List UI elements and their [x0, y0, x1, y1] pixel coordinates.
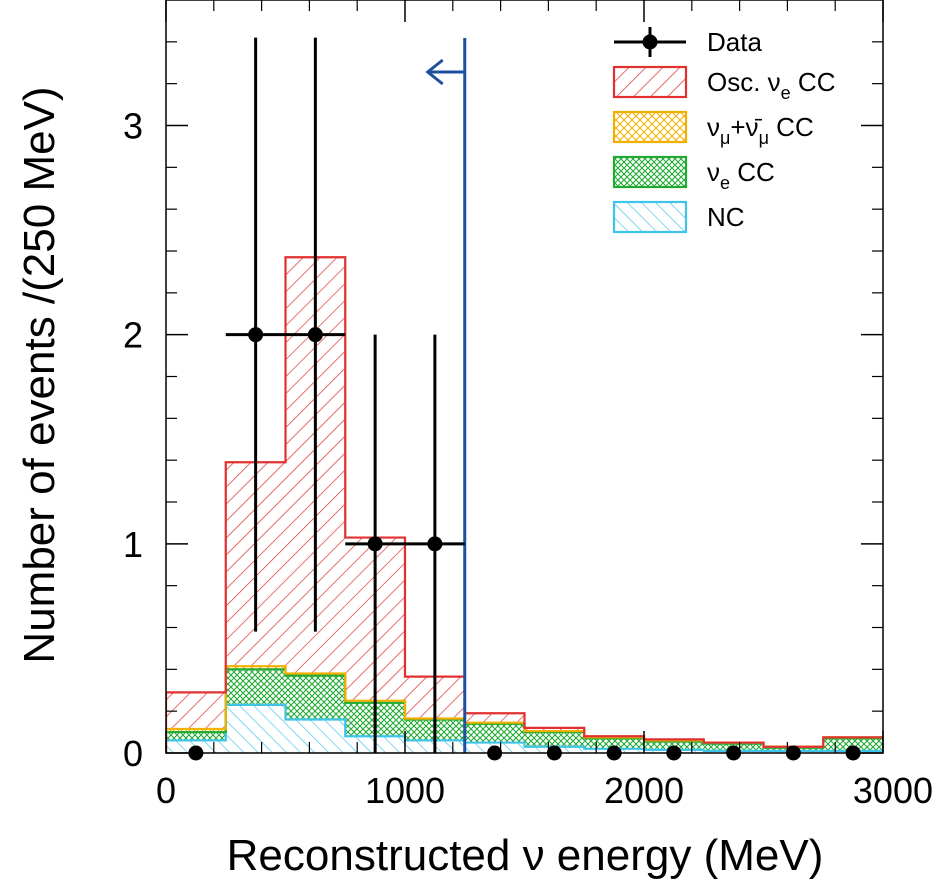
bar-fill-numu-1 [225, 666, 286, 670]
outline-osc [166, 256, 883, 753]
legend-swatch-nc [612, 200, 688, 234]
legend-data-marker [642, 34, 658, 50]
histogram-bars [166, 257, 883, 753]
legend-swatch-nuecc [612, 155, 688, 189]
bar-fill-nuecc-7 [584, 738, 644, 749]
x-tick-label-0: 0 [156, 770, 176, 811]
legend-swatch-osc [612, 65, 688, 99]
bar-fill-nc-2 [285, 719, 346, 753]
bar-fill-nuecc-0 [166, 732, 226, 741]
bar-fill-nuecc-2 [285, 675, 346, 720]
legend-swatch-numu [612, 110, 688, 144]
cut-arrow-head [425, 58, 444, 86]
energy-cut-marker [425, 38, 467, 753]
x-tick-label-2: 2000 [604, 770, 684, 811]
y-axis-title: Number of events /(250 MeV) [15, 86, 64, 663]
data-point-2 [307, 327, 323, 343]
bar-fill-numu-0 [166, 728, 226, 733]
legend-label-nc: NC [707, 202, 745, 232]
x-tick-label-3: 3000 [853, 770, 933, 811]
data-point-4 [427, 536, 443, 552]
x-axis-title: Reconstructed ν energy (MeV) [227, 831, 824, 880]
y-tick-label-2: 2 [123, 315, 143, 356]
bar-fill-nuecc-6 [524, 732, 585, 747]
legend-label-data: Data [707, 27, 762, 57]
axes: 0 1000 2000 3000 0 1 2 3 [123, 0, 933, 811]
legend-label-osc: Osc. νe CC [707, 67, 835, 103]
bar-fill-osc-5 [464, 713, 525, 723]
bar-fill-osc-6 [524, 727, 585, 732]
legend-label-nuecc: νe CC [707, 157, 775, 193]
x-tick-label-1: 1000 [365, 770, 445, 811]
y-tick-label-1: 1 [123, 524, 143, 565]
y-tick-label-3: 3 [123, 106, 143, 147]
data-point-3 [367, 536, 383, 552]
bar-fill-nuecc-5 [464, 723, 525, 743]
bar-fill-nuecc-1 [225, 669, 286, 705]
bar-fill-nuecc-11 [823, 738, 883, 751]
y-tick-label-0: 0 [123, 733, 143, 774]
legend-label-numu: νμ+ν̄μ CC [707, 112, 814, 148]
data-point-1 [248, 327, 264, 343]
bar-fill-nc-1 [225, 704, 286, 753]
legend: Data Osc. νe CC νμ+ν̄μ CC νe CC NC [612, 27, 835, 234]
